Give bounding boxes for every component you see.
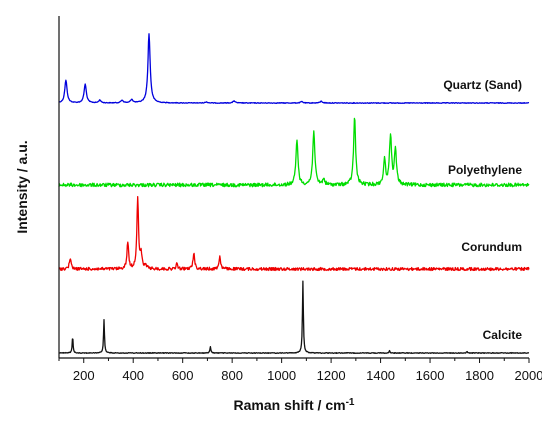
x-tick-label-1800: 1800 bbox=[465, 368, 494, 383]
series-line-calcite bbox=[58, 280, 530, 354]
series-label-calcite: Calcite bbox=[483, 328, 523, 342]
x-tick-label-1400: 1400 bbox=[366, 368, 395, 383]
x-tick-label-1000: 1000 bbox=[267, 368, 296, 383]
series-label-polyethylene: Polyethylene bbox=[448, 163, 522, 177]
series-line-quartz-sand bbox=[58, 33, 530, 104]
series-line-corundum bbox=[58, 195, 530, 272]
series-label-quartz-sand: Quartz (Sand) bbox=[443, 78, 522, 92]
series-labels: Quartz (Sand) Polyethylene Corundum Calcite bbox=[443, 78, 522, 342]
x-tick-label-600: 600 bbox=[172, 368, 194, 383]
series-line-polyethylene bbox=[58, 117, 530, 188]
x-tick-label-2000: 2000 bbox=[515, 368, 542, 383]
x-tick-label-1600: 1600 bbox=[416, 368, 445, 383]
axes bbox=[58, 16, 529, 359]
y-axis-title: Intensity / a.u. bbox=[14, 140, 30, 233]
x-axis-ticks: 200 400 600 800 1000 1200 1400 1600 1800 2000 bbox=[58, 358, 542, 383]
x-tick-label-200: 200 bbox=[73, 368, 95, 383]
x-tick-label-400: 400 bbox=[122, 368, 144, 383]
x-axis-title-superscript: -1 bbox=[346, 397, 355, 408]
x-axis-title: Raman shift / cm-1 bbox=[234, 397, 355, 413]
x-tick-label-800: 800 bbox=[221, 368, 243, 383]
series-label-corundum: Corundum bbox=[461, 240, 522, 254]
plot-area bbox=[58, 33, 530, 354]
x-tick-label-1200: 1200 bbox=[317, 368, 346, 383]
x-axis-title-text: Raman shift / cm bbox=[234, 397, 346, 413]
